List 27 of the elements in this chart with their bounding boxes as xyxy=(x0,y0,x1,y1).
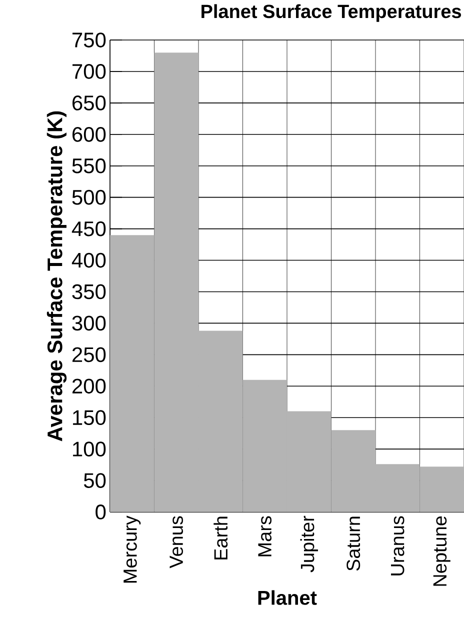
y-tick-label: 700 xyxy=(72,64,106,79)
y-tick-label: 0 xyxy=(96,504,106,520)
y-tick-label: 550 xyxy=(72,158,106,174)
y-tick-label: 350 xyxy=(72,284,106,300)
x-tick-label: Uranus xyxy=(391,516,404,576)
y-tick-label: 100 xyxy=(73,442,106,456)
x-tick-label: Jupiter xyxy=(300,516,318,572)
x-tick-label: Saturn xyxy=(346,516,360,571)
x-tick-label: Neptune xyxy=(433,516,450,586)
y-tick-label: 600 xyxy=(72,126,106,142)
y-tick-label: 50 xyxy=(84,473,106,488)
y-tick-label: 400 xyxy=(72,252,106,268)
y-tick-label: 250 xyxy=(72,347,106,362)
y-tick-label: 500 xyxy=(72,190,106,205)
x-tick-label: Mercury xyxy=(124,516,141,583)
y-tick-label: 450 xyxy=(72,221,106,236)
y-tick-label: 300 xyxy=(72,316,106,331)
chart-title: Planet Surface Temperatures xyxy=(202,4,462,22)
y-axis-title: Average Surface Temperature (K) xyxy=(46,111,67,442)
x-axis-title: Planet xyxy=(258,590,317,605)
y-tick-label: 650 xyxy=(72,96,106,110)
x-tick-label: Venus xyxy=(170,516,184,568)
y-tick-label: 750 xyxy=(72,32,106,48)
y-tick-label: 150 xyxy=(73,410,106,426)
x-tick-label: Mars xyxy=(258,516,272,556)
y-tick-label: 200 xyxy=(72,378,106,394)
x-tick-label: Earth xyxy=(214,516,228,560)
